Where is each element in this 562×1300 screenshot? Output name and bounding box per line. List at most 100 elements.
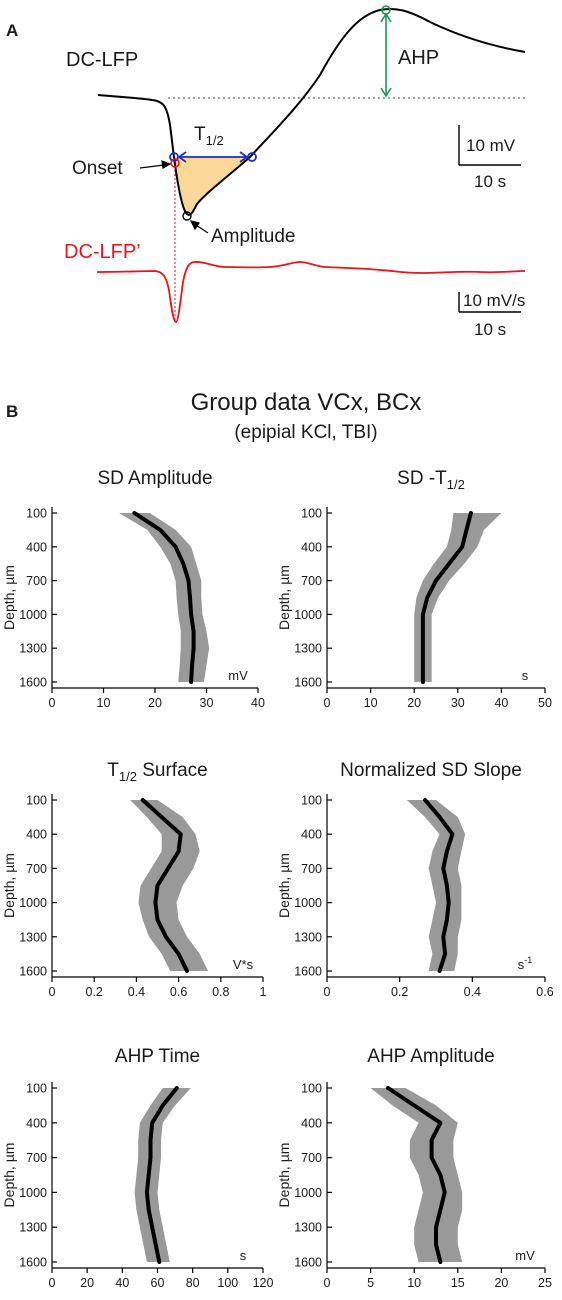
- unit-label: mV: [515, 1248, 535, 1263]
- x-tick-label: 0: [49, 696, 56, 710]
- scale-bar-2-time: 10 s: [474, 320, 506, 339]
- y-tick-label: 400: [26, 540, 47, 554]
- variability-band: [406, 800, 466, 971]
- scale-bar-2: [458, 292, 521, 313]
- x-tick-label: 5: [367, 1276, 374, 1290]
- y-tick-label: 1000: [19, 608, 47, 622]
- x-tick-label: 80: [186, 1276, 200, 1290]
- group-title: Group data VCx, BCx: [191, 389, 422, 416]
- y-axis-label: Depth, µm: [1, 565, 17, 630]
- variability-band: [130, 800, 209, 971]
- x-tick-label: 10: [97, 696, 111, 710]
- x-tick-label: 20: [494, 1276, 508, 1290]
- y-tick-label: 100: [301, 794, 322, 808]
- x-tick-label: 0.2: [391, 985, 408, 999]
- variability-band: [119, 513, 210, 682]
- y-tick-label: 1000: [19, 1186, 47, 1200]
- x-tick-label: 0.8: [212, 985, 229, 999]
- x-tick-label: 0.4: [128, 985, 145, 999]
- x-tick-label: 1: [260, 985, 267, 999]
- mean-line: [140, 798, 189, 973]
- group-subtitle: (epipial KCl, TBI): [234, 422, 377, 443]
- x-tick-label: 30: [451, 696, 465, 710]
- y-axis-label: Depth, µm: [1, 853, 17, 918]
- x-tick-label: 50: [538, 696, 552, 710]
- y-tick-label: 400: [301, 1116, 322, 1130]
- variability-band: [134, 1088, 191, 1262]
- panel-a-label: A: [6, 21, 18, 40]
- x-tick-label: 40: [251, 696, 265, 710]
- amplitude-marker: [182, 211, 192, 221]
- x-tick-label: 0.2: [86, 985, 103, 999]
- t-half-arrow: [169, 151, 257, 163]
- y-tick-label: 700: [301, 1151, 322, 1165]
- variability-band: [370, 1088, 463, 1262]
- dc-lfp-trace: [97, 7, 526, 216]
- panel-b-label: B: [6, 402, 18, 421]
- y-tick-label: 1000: [294, 896, 322, 910]
- y-tick-label: 400: [301, 540, 322, 554]
- y-tick-label: 700: [301, 574, 322, 588]
- x-tick-label: 0: [49, 985, 56, 999]
- onset-marker: [170, 158, 180, 168]
- x-tick-label: 60: [151, 1276, 165, 1290]
- dc-lfp-derivative-trace: [96, 261, 526, 323]
- y-tick-label: 1600: [294, 965, 322, 979]
- ahp-arrow: [380, 5, 392, 98]
- subplot-title: SD Amplitude: [97, 468, 212, 489]
- y-tick-label: 400: [26, 828, 47, 842]
- x-tick-label: 120: [253, 1276, 274, 1290]
- y-tick-label: 1300: [19, 930, 47, 944]
- y-tick-label: 400: [26, 1116, 47, 1130]
- y-tick-label: 700: [26, 574, 47, 588]
- y-tick-label: 1300: [294, 1221, 322, 1235]
- y-tick-label: 1300: [294, 930, 322, 944]
- x-tick-label: 10: [364, 696, 378, 710]
- x-tick-label: 40: [494, 696, 508, 710]
- unit-label: s-1: [518, 955, 533, 972]
- y-tick-label: 1000: [294, 1186, 322, 1200]
- x-tick-label: 0: [324, 1276, 331, 1290]
- y-axis-label: Depth, µm: [276, 853, 292, 918]
- subplot-title: Normalized SD Slope: [340, 760, 522, 781]
- panel-b: B Group data VCx, BCx (epipial KCl, TBI): [6, 389, 421, 443]
- unit-label: V*s: [233, 957, 254, 972]
- t-half-label: T1/2: [194, 124, 224, 148]
- x-tick-label: 20: [80, 1276, 94, 1290]
- y-tick-label: 1600: [19, 1256, 47, 1270]
- ahp-label: AHP: [398, 47, 439, 69]
- mean-line: [420, 511, 473, 684]
- mean-line: [423, 798, 455, 973]
- y-tick-label: 1600: [19, 676, 47, 690]
- panel-a: A AHP T1/2 Onset: [6, 5, 526, 339]
- y-tick-label: 1600: [294, 1256, 322, 1270]
- mean-line: [132, 511, 196, 684]
- y-tick-label: 400: [301, 828, 322, 842]
- x-tick-label: 0.6: [536, 985, 553, 999]
- x-tick-label: 20: [407, 696, 421, 710]
- x-tick-label: 10: [407, 1276, 421, 1290]
- y-tick-label: 1000: [19, 896, 47, 910]
- y-tick-label: 100: [26, 794, 47, 808]
- x-tick-label: 0: [324, 985, 331, 999]
- x-tick-label: 0: [324, 696, 331, 710]
- y-tick-label: 100: [26, 507, 47, 521]
- x-tick-label: 0: [49, 1276, 56, 1290]
- y-tick-label: 1300: [294, 642, 322, 656]
- y-axis-label: Depth, µm: [276, 1143, 292, 1208]
- x-tick-label: 100: [217, 1276, 238, 1290]
- y-tick-label: 100: [301, 1082, 322, 1096]
- x-tick-label: 20: [148, 696, 162, 710]
- dc-lfp-derivative-label: DC-LFP’: [64, 241, 141, 263]
- y-tick-label: 1600: [19, 965, 47, 979]
- unit-label: mV: [228, 668, 248, 683]
- x-tick-label: 30: [200, 696, 214, 710]
- dc-lfp-label: DC-LFP: [66, 49, 138, 71]
- y-tick-label: 700: [26, 862, 47, 876]
- subplot-title: SD -T1/2: [397, 468, 465, 492]
- onset-label: Onset: [72, 158, 123, 179]
